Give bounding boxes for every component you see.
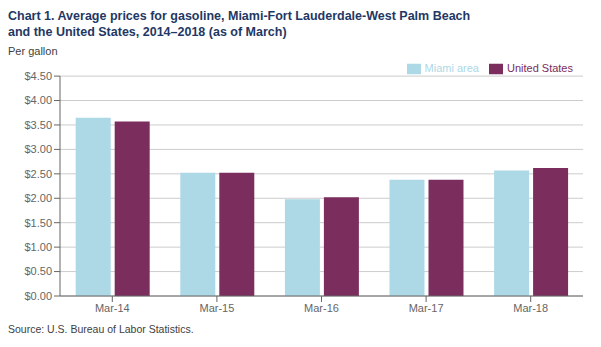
html-text:Source: U.S. Bureau of Labor S: Source: U.S. Bureau of Labor Statistics. xyxy=(8,323,194,335)
svg-text:Mar-14: Mar-14 xyxy=(95,302,130,314)
svg-text:Mar-18: Mar-18 xyxy=(513,302,548,314)
html-text:United States: United States xyxy=(507,62,573,74)
svg-text:Mar-15: Mar-15 xyxy=(199,302,234,314)
svg-text:$1.00: $1.00 xyxy=(24,241,52,253)
svg-text:$3.00: $3.00 xyxy=(24,143,52,155)
svg-text:$3.50: $3.50 xyxy=(24,119,52,131)
svg-text:$4.00: $4.00 xyxy=(24,94,52,106)
svg-text:$0.50: $0.50 xyxy=(24,265,52,277)
html-text:and the United States, 2014–20: and the United States, 2014–2018 (as of … xyxy=(8,25,287,39)
svg-text:$2.50: $2.50 xyxy=(24,168,52,180)
svg-text:$0.00: $0.00 xyxy=(24,290,52,302)
svg-text:$1.50: $1.50 xyxy=(24,217,52,229)
html-text:Per gallon: Per gallon xyxy=(8,45,58,57)
svg-text:Mar-16: Mar-16 xyxy=(304,302,339,314)
svg-text:$2.00: $2.00 xyxy=(24,192,52,204)
svg-text:Mar-17: Mar-17 xyxy=(409,302,444,314)
html-text:Chart 1. Average prices for ga: Chart 1. Average prices for gasoline, Mi… xyxy=(8,9,471,23)
html-text:Miami area: Miami area xyxy=(424,62,479,74)
svg-text:$4.50: $4.50 xyxy=(24,70,52,82)
